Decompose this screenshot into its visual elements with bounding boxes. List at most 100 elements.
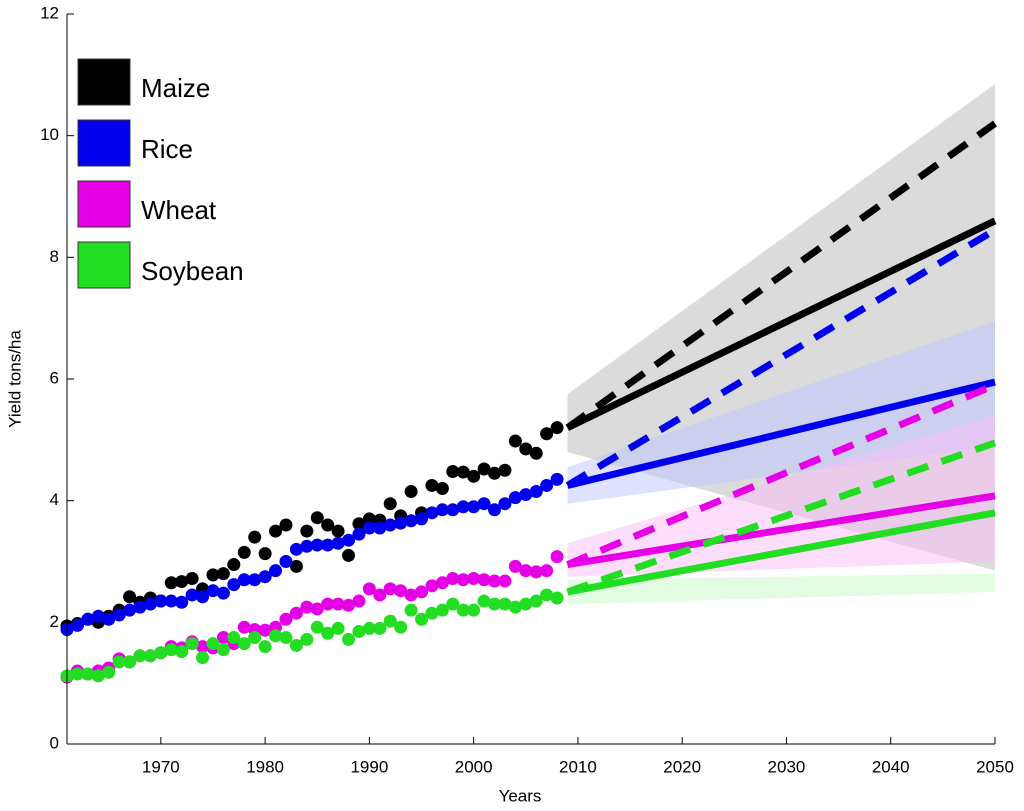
data-point: [477, 573, 491, 587]
data-point: [383, 582, 397, 596]
data-point: [373, 588, 387, 602]
data-point: [342, 548, 356, 562]
data-point: [540, 427, 554, 441]
trend-line: [566, 492, 996, 568]
data-point: [362, 582, 376, 596]
legend-swatch: [77, 58, 131, 106]
lines: [565, 120, 998, 596]
legend-swatch: [77, 180, 131, 228]
data-point: [373, 521, 387, 535]
data-point: [404, 603, 418, 617]
data-point: [508, 434, 522, 448]
data-point: [206, 637, 220, 651]
data-point: [289, 559, 303, 573]
data-point: [352, 517, 366, 531]
data-point: [164, 576, 178, 590]
data-point: [216, 586, 230, 600]
data-point: [456, 573, 470, 587]
y-tick-label: 0: [50, 733, 59, 752]
data-point: [415, 612, 429, 626]
data-point: [435, 503, 449, 517]
dashed-trend-line: [565, 226, 997, 489]
data-point: [425, 478, 439, 492]
data-point: [519, 442, 533, 456]
data-point: [467, 603, 481, 617]
y-tick-label: 4: [50, 490, 59, 509]
data-point: [321, 597, 335, 611]
data-point: [91, 609, 105, 623]
data-point: [175, 595, 189, 609]
data-point: [237, 620, 251, 634]
data-point: [467, 500, 481, 514]
data-point: [425, 506, 439, 520]
data-point: [373, 621, 387, 635]
data-point: [237, 545, 251, 559]
data-point: [456, 603, 470, 617]
data-point: [300, 600, 314, 614]
x-tick-label: 2010: [559, 757, 597, 776]
x-tick-label: 1980: [246, 757, 284, 776]
data-point: [362, 512, 376, 526]
data-point: [446, 572, 460, 586]
uncertainty-band: [567, 573, 995, 605]
data-point: [467, 572, 481, 586]
data-point: [321, 626, 335, 640]
data-point: [237, 637, 251, 651]
y-tick-label: 12: [40, 3, 59, 22]
data-point: [331, 597, 345, 611]
data-point: [446, 464, 460, 478]
data-point: [154, 594, 168, 608]
data-point: [342, 598, 356, 612]
data-point: [321, 538, 335, 552]
trend-line: [566, 378, 996, 489]
data-point: [227, 578, 241, 592]
data-point: [279, 518, 293, 532]
data-point: [154, 646, 168, 660]
data-point: [488, 466, 502, 480]
legend-swatch: [77, 241, 131, 289]
data-point: [248, 573, 262, 587]
data-point: [519, 564, 533, 578]
data-point: [175, 645, 189, 659]
y-tick-label: 2: [50, 612, 59, 631]
legend-swatch: [77, 119, 131, 167]
data-point: [394, 584, 408, 598]
data-point: [164, 594, 178, 608]
data-point: [404, 485, 418, 499]
data-point: [123, 603, 137, 617]
axes: 0 2 4 6 8 10 12 1970 1980 1990 2000 2010 2020 2030 204…: [40, 3, 1014, 776]
data-point: [415, 512, 429, 526]
data-point: [550, 591, 564, 605]
data-point: [508, 600, 522, 614]
data-point: [196, 590, 210, 604]
data-point: [352, 624, 366, 638]
legend-label: Rice: [141, 134, 193, 164]
data-point: [404, 588, 418, 602]
data-point: [498, 497, 512, 511]
data-point: [456, 500, 470, 514]
data-point: [425, 606, 439, 620]
data-point: [498, 597, 512, 611]
y-tick-label: 6: [50, 368, 59, 387]
data-point: [143, 597, 157, 611]
data-point: [352, 527, 366, 541]
data-point: [321, 518, 335, 532]
data-point: [394, 620, 408, 634]
data-point: [529, 485, 543, 499]
data-point: [310, 602, 324, 616]
data-point: [425, 579, 439, 593]
data-point: [519, 597, 533, 611]
data-point: [540, 588, 554, 602]
data-point: [467, 469, 481, 483]
data-point: [383, 497, 397, 511]
dashed-trend-line: [565, 120, 998, 431]
data-point: [216, 567, 230, 581]
data-point: [70, 667, 84, 681]
data-point: [550, 550, 564, 564]
data-point: [269, 629, 283, 643]
data-point: [435, 603, 449, 617]
data-point: [550, 472, 564, 486]
data-point: [498, 574, 512, 588]
data-point: [352, 594, 366, 608]
